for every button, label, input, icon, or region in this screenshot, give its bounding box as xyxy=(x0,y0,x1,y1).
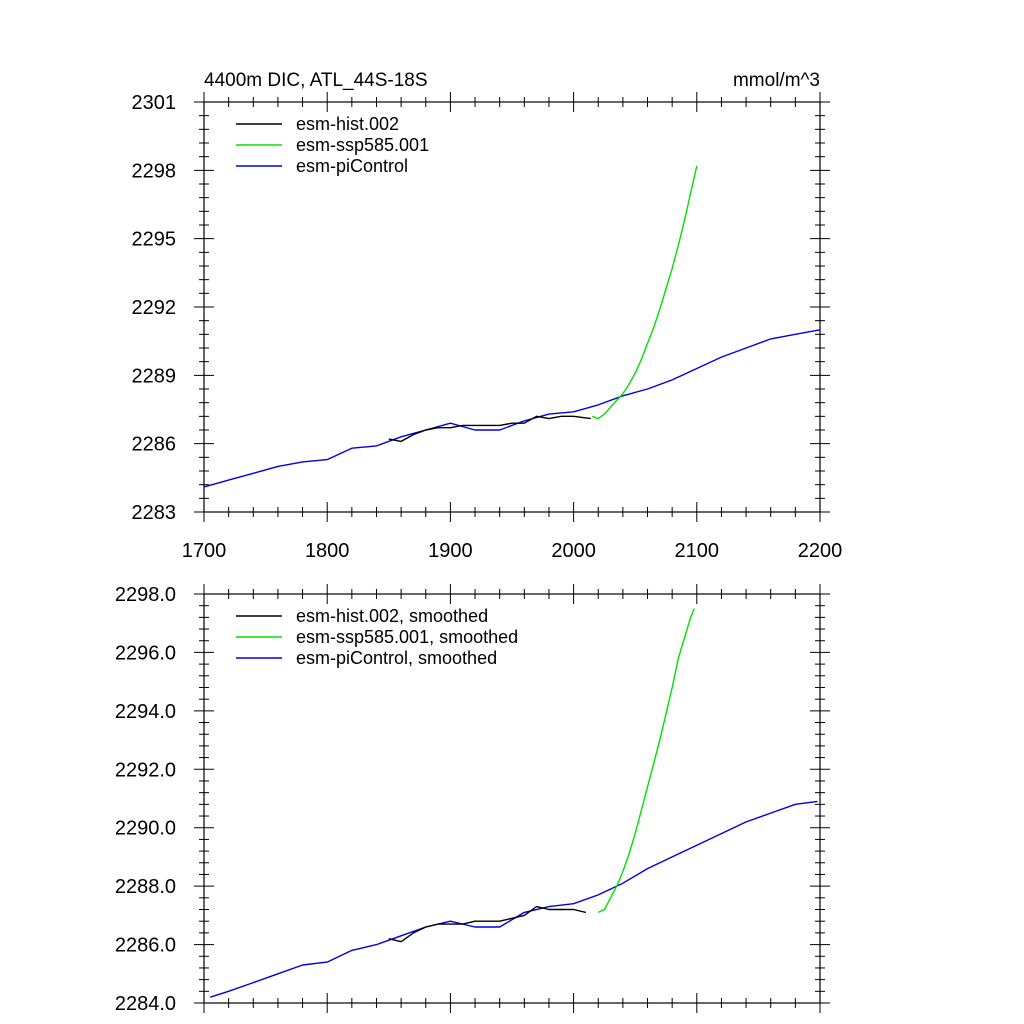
units-label: mmol/m^3 xyxy=(733,70,820,91)
y-tick-label: 2296.0 xyxy=(115,642,176,664)
y-tick-label: 2295 xyxy=(132,229,177,251)
y-tick-label: 2283 xyxy=(132,502,177,524)
bottom-panel: 2284.0 2286.0 2288.0 2290.0 2292.0 2294.0 2296… xyxy=(115,584,830,1015)
y-tick-label: 2289 xyxy=(132,365,177,387)
legend-label: esm-ssp585.001 xyxy=(296,135,429,155)
series-line-0 xyxy=(388,415,591,443)
series-line-1 xyxy=(597,608,695,914)
x-tick-label: 1900 xyxy=(428,540,473,562)
series-line-2 xyxy=(209,800,818,998)
legend-label: esm-piControl, smoothed xyxy=(296,648,497,668)
y-tick-label: 2301 xyxy=(132,92,177,114)
y-tick-label: 2294.0 xyxy=(115,701,176,723)
x-tick-label: 1800 xyxy=(305,540,350,562)
x-tick-label: 2100 xyxy=(675,540,720,562)
series-line-0 xyxy=(388,905,587,943)
y-tick-label: 2290.0 xyxy=(115,818,176,840)
plot-frame xyxy=(203,593,821,1004)
y-tick-label: 2298 xyxy=(132,160,177,182)
y-tick-label: 2292 xyxy=(132,297,177,319)
legend-label: esm-ssp585.001, smoothed xyxy=(296,627,518,647)
series-line-2 xyxy=(203,329,821,488)
x-tick-label: 2000 xyxy=(551,540,596,562)
y-tick-label: 2298.0 xyxy=(115,584,176,606)
y-tick-label: 2286.0 xyxy=(115,935,176,957)
y-tick-label: 2292.0 xyxy=(115,759,176,781)
x-tick-label: 2200 xyxy=(798,540,843,562)
legend-label: esm-hist.002, smoothed xyxy=(296,606,488,626)
series-line-1 xyxy=(591,165,698,420)
legend-label: esm-hist.002 xyxy=(296,114,399,134)
chart-title: 4400m DIC, ATL_44S-18S xyxy=(204,70,428,91)
legend-label: esm-piControl xyxy=(296,156,408,176)
y-tick-label: 2284.0 xyxy=(115,993,176,1015)
y-tick-label: 2286 xyxy=(132,434,177,456)
y-tick-label: 2288.0 xyxy=(115,876,176,898)
top-panel: 2283 2286 2289 2292 2295 2298 2301 1700 1800 1900… xyxy=(132,92,843,562)
x-tick-label: 1700 xyxy=(182,540,227,562)
